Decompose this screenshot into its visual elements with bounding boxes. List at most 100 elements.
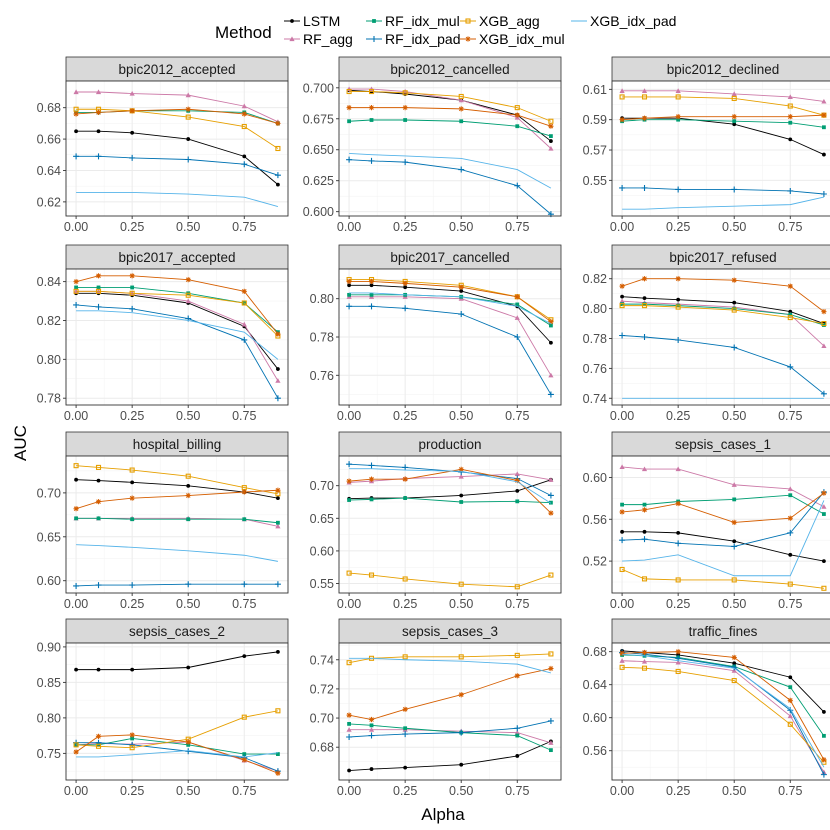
y-tick-label: 0.78 — [37, 392, 61, 406]
series-line-xgb-idx-mul — [349, 468, 552, 514]
xgb-agg-point-2 — [129, 745, 135, 751]
x-tick-label: 0.00 — [64, 220, 88, 234]
rf-idx-mul-point-5 — [822, 733, 826, 738]
series-line-xgb-idx-mul — [621, 278, 825, 312]
plot-area — [612, 81, 830, 216]
lstm-point-2 — [403, 285, 408, 290]
y-tick-label: 0.64 — [37, 164, 61, 178]
xgb-agg-point-3 — [731, 95, 737, 101]
lstm-point-1 — [369, 767, 374, 771]
legend-key-lstm-point-0 — [290, 19, 294, 23]
xgb-agg-point-1 — [368, 88, 375, 95]
rf-agg-point-1 — [641, 88, 648, 93]
series-line-xgb-idx-pad — [349, 468, 552, 504]
rf-agg-point-0 — [619, 658, 625, 663]
xgb-idx-mul-point-2 — [675, 500, 681, 507]
xgb-agg-point-2 — [129, 467, 135, 473]
rf-agg-point-5 — [548, 740, 554, 745]
panel-sepsis-cases-3: sepsis_cases_3 0.68 0.70 0.72 0.74 0.00 0.25 0.… — [310, 618, 562, 798]
xgb-idx-mul-point-5 — [548, 510, 554, 516]
xgb-idx-mul-point-3 — [458, 106, 464, 112]
series-rf-idx-pad — [346, 156, 554, 218]
rf-idx-mul-point-2 — [403, 496, 408, 500]
series-line-xgb-idx-pad — [622, 500, 825, 577]
rf-idx-mul-point-4 — [515, 733, 520, 738]
rf-idx-mul-point-5 — [549, 134, 553, 139]
gridlines — [66, 643, 288, 780]
y-tick-label: 0.85 — [37, 676, 61, 690]
series-line-xgb-idx-mul — [75, 275, 279, 335]
xgb-agg-point-2 — [675, 94, 681, 100]
panel-strip — [65, 618, 289, 644]
rf-idx-mul-point-2 — [403, 726, 408, 731]
lstm-point-1 — [96, 129, 101, 134]
rf-agg-point-3 — [458, 473, 464, 479]
panel-title: bpic2012_accepted — [118, 62, 235, 77]
rf-agg-point-2 — [675, 466, 681, 472]
rf-idx-pad-point-4 — [787, 363, 794, 370]
legend-entry-lstm: LSTM — [284, 13, 340, 29]
xgb-idx-mul-point-2 — [675, 276, 681, 282]
x-tick-label: 0.25 — [120, 597, 144, 611]
xgb-agg-point-2 — [402, 576, 408, 582]
rf-idx-mul-point-1 — [369, 723, 374, 728]
series-xgb-idx-pad — [622, 500, 825, 577]
series-lstm — [347, 283, 553, 345]
x-tick-label: 0.75 — [778, 597, 802, 611]
rf-idx-pad-point-0 — [346, 156, 353, 163]
y-tick-label: 0.66 — [37, 133, 61, 147]
panel-border — [611, 268, 830, 406]
x-tick-label: 0.75 — [778, 220, 802, 234]
xgb-agg-point-2 — [675, 577, 681, 583]
lstm-point-2 — [130, 130, 135, 135]
series-rf-idx-pad — [619, 332, 827, 397]
rf-idx-mul-point-0 — [74, 516, 78, 521]
panel-title: bpic2012_declined — [667, 62, 780, 77]
legend-label-xgb-idx-pad: XGB_idx_pad — [590, 13, 676, 29]
x-tick-label: 0.00 — [337, 784, 361, 798]
xgb-idx-mul-point-5 — [821, 490, 827, 496]
panel-title: bpic2017_refused — [669, 250, 776, 265]
x-tick-label: 0.50 — [176, 220, 200, 234]
panel-border — [65, 642, 289, 781]
panel-strip — [65, 431, 289, 457]
panel-title: bpic2017_cancelled — [390, 250, 509, 265]
series-line-rf-idx-pad — [349, 159, 552, 215]
rf-idx-pad-point-3 — [185, 748, 192, 755]
lstm-point-4 — [788, 309, 793, 314]
rf-idx-mul-point-4 — [242, 752, 247, 756]
y-tick-label: 0.74 — [583, 392, 607, 406]
xgb-idx-mul-point-1 — [95, 499, 102, 505]
rf-idx-mul-point-0 — [347, 119, 351, 124]
lstm-point-0 — [74, 667, 78, 672]
legend-key-rf-idx-pad-point-0 — [371, 36, 377, 42]
x-tick-label: 0.25 — [120, 220, 144, 234]
y-tick-label: 0.60 — [310, 544, 334, 558]
xgb-agg-point-3 — [458, 654, 464, 660]
series-rf-idx-pad — [73, 301, 281, 402]
xgb-agg-point-3 — [185, 473, 191, 479]
lstm-point-1 — [369, 283, 374, 288]
x-tick-label: 0.50 — [176, 784, 200, 798]
xgb-idx-mul-point-3 — [185, 492, 191, 499]
xgb-agg-point-3 — [458, 581, 464, 587]
xgb-idx-mul-point-4 — [787, 114, 793, 120]
series-lstm — [620, 529, 826, 564]
y-tick-label: 0.76 — [310, 369, 334, 383]
lstm-point-3 — [732, 300, 737, 305]
series-xgb-idx-mul — [619, 649, 827, 763]
rf-idx-pad-point-2 — [129, 154, 136, 161]
xgb-agg-point-4 — [514, 652, 520, 658]
xgb-agg-point-1 — [641, 303, 648, 309]
series-line-rf-idx-pad — [622, 491, 825, 547]
xgb-idx-mul-point-5 — [821, 308, 827, 315]
rf-idx-pad-point-3 — [731, 664, 738, 671]
xgb-agg-point-4 — [514, 105, 520, 111]
series-line-xgb-agg — [349, 653, 551, 664]
xgb-idx-mul-point-5 — [821, 757, 827, 763]
series-xgb-idx-pad — [349, 292, 552, 324]
rf-idx-pad-point-0 — [346, 303, 353, 310]
legend-entry-rf-idx-pad: RF_idx_pad — [366, 31, 461, 47]
xgb-agg-point-5 — [821, 320, 827, 327]
xgb-idx-mul-point-0 — [73, 506, 79, 512]
